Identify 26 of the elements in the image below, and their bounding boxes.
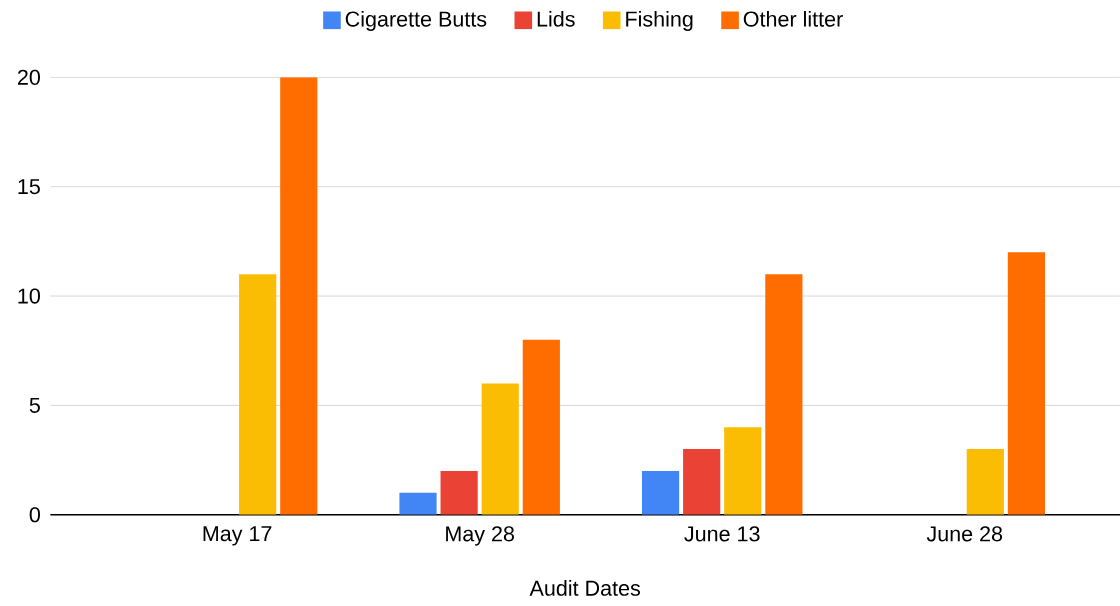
bar [239,274,277,515]
y-tick-label: 20 [17,69,40,86]
legend-label: Cigarette Butts [345,11,487,32]
bar [440,471,478,515]
x-tick-label: June 13 [684,526,760,542]
x-tick-label: May 17 [203,526,272,546]
legend-label: Fishing [626,11,693,32]
x-tick-label: June 28 [926,526,1003,542]
y-tick-label: 5 [29,398,40,414]
bar [765,274,803,515]
x-tick-label: May 28 [446,526,514,546]
bar [481,383,519,515]
bar [522,339,560,515]
bar [683,449,721,515]
bar [641,471,680,515]
bar [1007,252,1046,515]
y-tick-label: 10 [18,288,40,304]
bar [280,77,318,515]
bar [724,427,762,515]
y-tick-label: 15 [18,179,40,195]
y-tick-label: 0 [29,507,40,523]
bar [399,492,437,515]
x-axis-title: Audit Dates [529,580,640,596]
bar [966,449,1004,515]
legend-label: Other litter [743,11,843,27]
legend-label: Lids [537,11,575,27]
